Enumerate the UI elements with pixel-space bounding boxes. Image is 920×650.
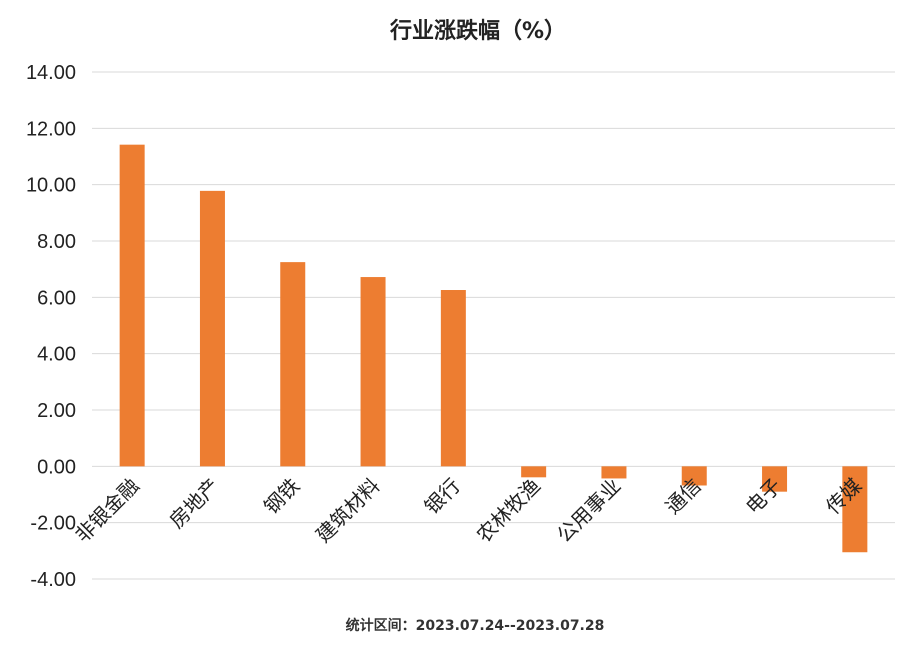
y-tick-label: 12.00 <box>26 118 76 140</box>
bar <box>762 466 788 492</box>
y-tick-label: 2.00 <box>37 400 76 422</box>
y-tick-label: 0.00 <box>37 456 76 478</box>
bar <box>119 144 145 467</box>
y-axis-ticks: -4.00 -2.00 0.00 2.00 4.00 6.00 8.00 10.00 12.00… <box>26 62 76 591</box>
x-category-label: 房地产 <box>165 474 224 533</box>
bar <box>360 277 386 467</box>
x-category-label: 钢铁 <box>259 474 304 519</box>
footer-date-range: 统计区间：2023.07.24--2023.07.28 <box>346 617 605 634</box>
bar <box>199 190 225 467</box>
y-tick-label: 8.00 <box>37 231 76 253</box>
y-tick-label: 6.00 <box>37 287 76 309</box>
bars <box>119 144 868 553</box>
bar <box>601 466 627 479</box>
x-category-label: 建筑材料 <box>311 474 385 548</box>
y-tick-label: -2.00 <box>30 513 76 535</box>
bar <box>440 290 466 467</box>
y-tick-label: 14.00 <box>26 62 76 84</box>
y-tick-label: 4.00 <box>37 344 76 366</box>
bar <box>842 466 868 553</box>
chart-title: 行业涨跌幅（%） <box>389 18 566 44</box>
x-category-label: 农林牧渔 <box>472 474 546 548</box>
bar <box>521 466 547 478</box>
y-tick-label: 10.00 <box>26 175 76 197</box>
x-axis-categories: 非银金融 房地产 钢铁 建筑材料 银行 农林牧渔 公用事业 通信 电子 传媒 <box>70 474 866 548</box>
gridlines <box>92 71 895 580</box>
bar <box>280 262 306 467</box>
x-category-label: 公用事业 <box>552 474 626 548</box>
x-category-label: 银行 <box>420 474 465 519</box>
x-category-label: 非银金融 <box>70 474 144 548</box>
y-tick-label: -4.00 <box>30 569 76 591</box>
bar <box>681 466 707 486</box>
